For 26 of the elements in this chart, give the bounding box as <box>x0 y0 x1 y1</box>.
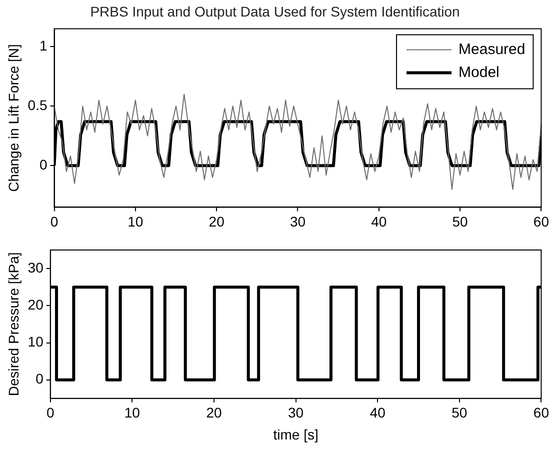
x-tick-label: 20 <box>208 213 225 230</box>
x-tick-label: 20 <box>206 404 222 421</box>
y-tick-label: 20 <box>28 296 44 313</box>
y-tick-label: 30 <box>28 259 44 276</box>
y-tick-label: 0.5 <box>28 96 48 113</box>
x-tick-label: 10 <box>128 213 144 230</box>
x-tick-label: 30 <box>288 404 304 421</box>
x-tick-label: 60 <box>533 213 550 230</box>
y-axis-title: Desired Pressure [kPa] <box>5 252 22 396</box>
y-tick-label: 0 <box>39 156 48 172</box>
x-tick-label: 60 <box>533 404 550 421</box>
y-axis-title: Change in Lift Force [N] <box>5 44 22 192</box>
legend-label: Model <box>458 64 500 81</box>
x-tick-label: 10 <box>124 404 140 421</box>
legend-label: Measured <box>458 40 526 58</box>
x-tick-label: 40 <box>371 213 387 230</box>
x-tick-label: 0 <box>50 213 58 230</box>
x-tick-label: 50 <box>452 404 468 421</box>
x-axis-title: time [s] <box>273 426 318 442</box>
chart-title: PRBS Input and Output Data Used for System Identification <box>90 3 460 20</box>
y-tick-label: 0 <box>36 370 44 387</box>
x-tick-label: 40 <box>370 404 386 421</box>
x-tick-label: 50 <box>452 213 468 230</box>
y-tick-label: 10 <box>28 334 44 350</box>
x-tick-label: 30 <box>290 213 306 230</box>
y-tick-label: 1 <box>39 38 48 54</box>
